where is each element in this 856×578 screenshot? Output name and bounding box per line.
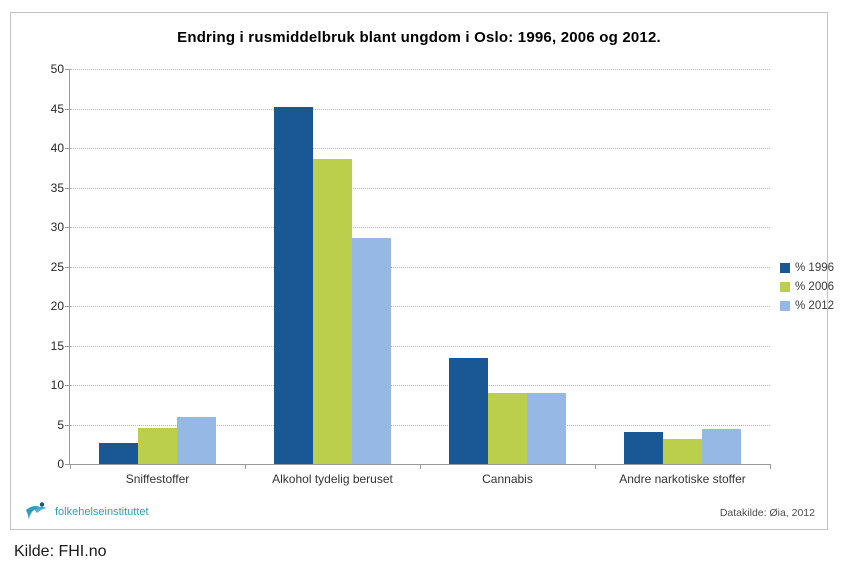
y-axis-tick-mark-0 bbox=[65, 464, 70, 465]
bar-1996-cannabis bbox=[449, 358, 488, 464]
legend-label-1996: % 1996 bbox=[795, 262, 835, 274]
fhi-logo: folkehelseinstituttet bbox=[25, 501, 149, 523]
y-axis-tick-label-20: 20 bbox=[50, 299, 64, 313]
y-axis-tick-label-50: 50 bbox=[50, 62, 64, 76]
chart-title: Endring i rusmiddelbruk blant ungdom i O… bbox=[177, 29, 661, 46]
bar-2006-andre-narkotiske-stoffer bbox=[663, 438, 702, 464]
y-axis-tick-mark-40 bbox=[65, 148, 70, 149]
bar-group-alkohol-tydelig-beruset bbox=[245, 69, 420, 464]
legend-item-1996: % 1996 bbox=[780, 262, 834, 274]
bar-2006-sniffestoffer bbox=[138, 428, 177, 464]
category-label-cannabis: Cannabis bbox=[482, 472, 533, 486]
gridline-y-15 bbox=[70, 345, 770, 347]
y-axis-tick-mark-15 bbox=[65, 345, 70, 347]
image-caption: Kilde: FHI.no bbox=[14, 543, 107, 560]
y-axis-tick-label-30: 30 bbox=[50, 220, 64, 234]
bar-2012-alkohol-tydelig-beruset bbox=[352, 238, 391, 464]
bar-2012-sniffestoffer bbox=[177, 416, 216, 464]
legend-swatch-icon-2012 bbox=[780, 301, 790, 311]
category-label-sniffestoffer: Sniffestoffer bbox=[125, 472, 190, 486]
gridline-y-5 bbox=[70, 424, 770, 426]
x-axis-tick-mark-0 bbox=[70, 464, 71, 469]
gridline-y-40 bbox=[70, 148, 770, 149]
y-axis-tick-label-15: 15 bbox=[50, 338, 64, 353]
fhi-logo-icon bbox=[26, 502, 47, 520]
gridline-y-50 bbox=[70, 69, 770, 70]
category-label-andre-narkotiske-stoffer: Andre narkotiske stoffer bbox=[619, 472, 746, 486]
bar-1996-sniffestoffer bbox=[99, 443, 138, 464]
legend-swatch-icon-1996 bbox=[780, 263, 790, 273]
y-axis-tick-label-45: 45 bbox=[50, 101, 64, 116]
y-axis-tick-mark-35 bbox=[65, 187, 70, 189]
legend-item-2006: % 2006 bbox=[780, 281, 834, 293]
legend-label-2006: % 2006 bbox=[795, 281, 835, 293]
bar-group-sniffestoffer bbox=[70, 69, 245, 464]
y-axis-tick-label-5: 5 bbox=[57, 417, 64, 432]
gridline-y-30 bbox=[70, 227, 770, 228]
y-axis-tick-label-25: 25 bbox=[50, 259, 64, 274]
category-label-alkohol-tydelig-beruset: Alkohol tydelig beruset bbox=[272, 472, 393, 486]
y-axis-tick-mark-45 bbox=[65, 108, 70, 110]
y-axis-tick-mark-25 bbox=[65, 266, 70, 268]
bar-2006-cannabis bbox=[488, 392, 527, 464]
legend-swatch-icon-2006 bbox=[780, 282, 790, 292]
legend-item-2012: % 2012 bbox=[780, 300, 834, 312]
gridline-y-35 bbox=[70, 187, 770, 189]
bar-1996-alkohol-tydelig-beruset bbox=[274, 106, 313, 464]
y-axis-tick-mark-10 bbox=[65, 385, 70, 386]
bar-2012-cannabis bbox=[527, 392, 566, 464]
y-axis-tick-label-35: 35 bbox=[50, 180, 64, 195]
x-axis-tick-mark-3 bbox=[595, 464, 596, 469]
y-axis-tick-mark-5 bbox=[65, 424, 70, 426]
y-axis-tick-label-40: 40 bbox=[50, 141, 64, 155]
x-axis-tick-mark-4 bbox=[770, 464, 771, 469]
bar-group-cannabis bbox=[420, 69, 595, 464]
bar-2006-alkohol-tydelig-beruset bbox=[313, 159, 352, 464]
gridline-y-10 bbox=[70, 385, 770, 386]
gridline-y-20 bbox=[70, 306, 770, 307]
x-axis-tick-mark-2 bbox=[420, 464, 421, 469]
data-source-text: Datakilde: Øia, 2012 bbox=[719, 507, 815, 519]
gridline-y-25 bbox=[70, 266, 770, 268]
y-axis-tick-label-0: 0 bbox=[57, 457, 64, 471]
bar-group-andre-narkotiske-stoffer bbox=[595, 69, 770, 464]
y-axis-tick-label-10: 10 bbox=[50, 378, 64, 392]
y-axis-tick-mark-30 bbox=[65, 227, 70, 228]
bar-2012-andre-narkotiske-stoffer bbox=[702, 429, 741, 464]
y-axis-tick-mark-50 bbox=[65, 69, 70, 70]
chart-figure: Endring i rusmiddelbruk blant ungdom i O… bbox=[10, 12, 834, 530]
x-axis-tick-mark-1 bbox=[245, 464, 246, 469]
legend-label-2012: % 2012 bbox=[795, 300, 835, 312]
gridline-y-45 bbox=[70, 108, 770, 110]
fhi-logo-text: folkehelseinstituttet bbox=[55, 506, 149, 518]
legend: % 1996 % 2006 % 2012 bbox=[780, 262, 834, 319]
y-axis-tick-mark-20 bbox=[65, 306, 70, 307]
plot-area: 0 5 10 15 20 25 30 35 40 45 50 Sniffestoffer Alkohol… bbox=[51, 62, 771, 486]
bar-1996-andre-narkotiske-stoffer bbox=[624, 431, 663, 464]
